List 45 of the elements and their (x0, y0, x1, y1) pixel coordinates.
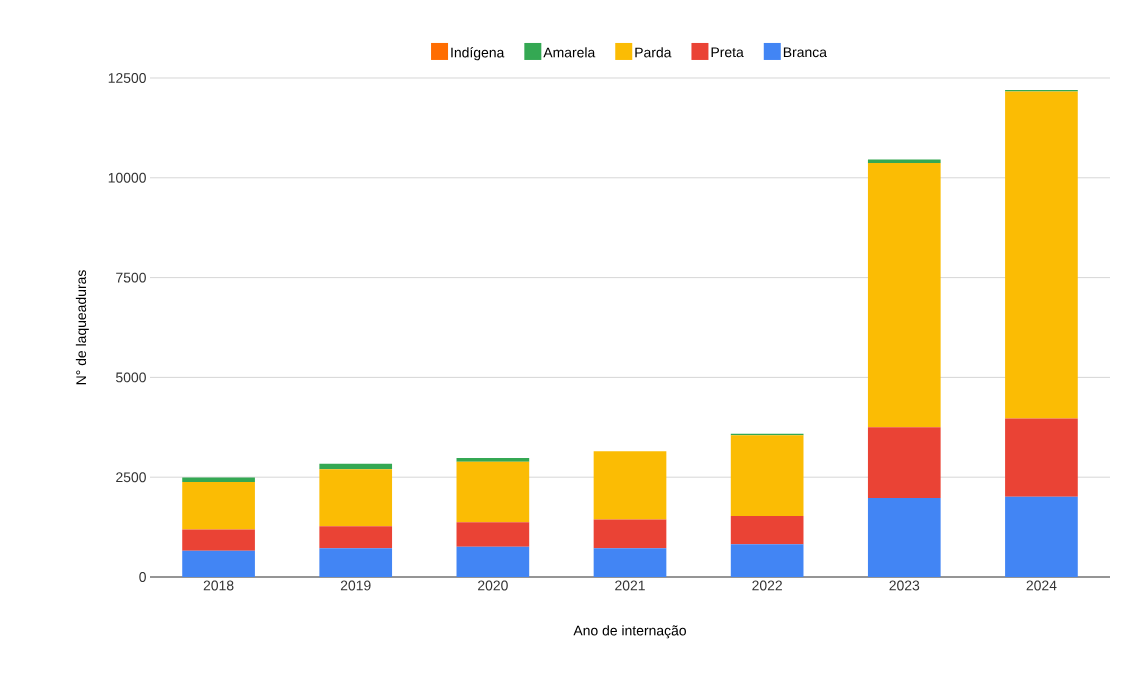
bar (867, 163, 941, 428)
legend-label: Preta (711, 47, 744, 58)
y-axis-title: N° de laqueaduras (75, 270, 89, 385)
bar (1005, 91, 1078, 419)
bar (1005, 496, 1078, 577)
legend-label: Amarela (543, 47, 596, 58)
x-tick-label: 2018 (203, 580, 234, 591)
bar (319, 548, 393, 577)
y-tick-label: 5000 (116, 372, 146, 383)
y-tick-label: 12500 (108, 73, 146, 83)
bar (182, 529, 255, 551)
bar (1005, 418, 1078, 497)
bar (593, 548, 667, 577)
x-tick-label: 2023 (889, 580, 920, 591)
bar (730, 544, 804, 577)
bar (456, 546, 530, 577)
x-tick-label: 2022 (752, 580, 782, 591)
bar (730, 515, 804, 545)
y-tick-label: 10000 (108, 172, 146, 183)
bar (456, 461, 530, 523)
bar (182, 477, 255, 482)
x-axis-title: Ano de internação (573, 625, 686, 639)
bar (319, 526, 393, 549)
bar (456, 458, 530, 462)
legend-label: Parda (635, 47, 672, 58)
x-tick-label: 2024 (1026, 580, 1057, 591)
bar (593, 519, 667, 549)
x-tick-label: 2019 (340, 580, 371, 591)
bar (319, 469, 393, 527)
x-tick-label: 2020 (478, 580, 508, 591)
bar (867, 159, 941, 164)
bar (182, 481, 255, 530)
bar (593, 451, 667, 520)
y-tick-label: 7500 (116, 272, 146, 283)
x-tick-label: 2021 (615, 580, 645, 591)
bar (319, 463, 393, 470)
bar (730, 435, 804, 516)
legend-label: Indígena (451, 47, 505, 61)
y-tick-label: 2500 (116, 472, 146, 483)
bar (867, 497, 941, 577)
bar (456, 522, 530, 547)
bar (182, 550, 255, 577)
y-tick-label: 0 (139, 572, 146, 582)
bar (867, 427, 941, 498)
legend-label: Branca (783, 47, 827, 58)
